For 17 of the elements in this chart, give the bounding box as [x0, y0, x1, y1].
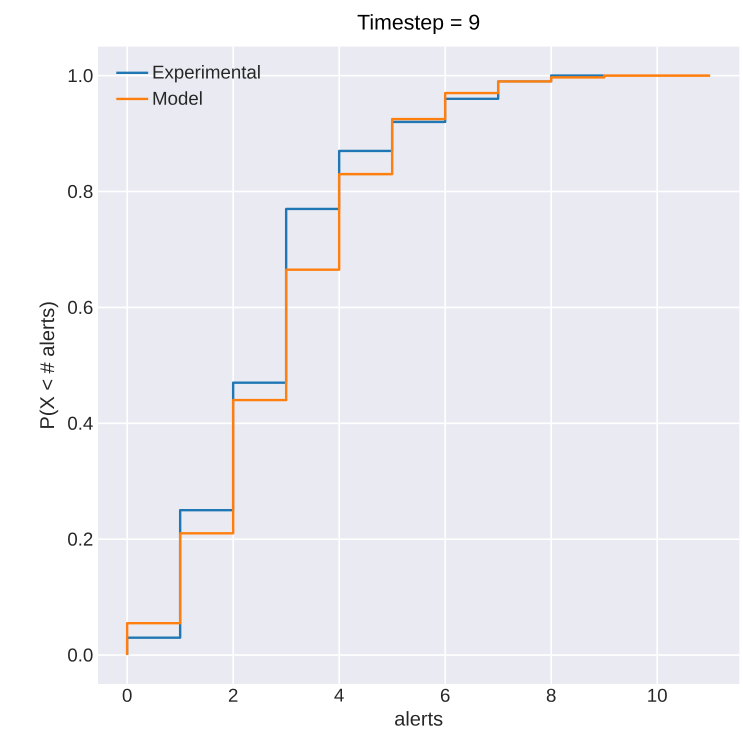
y-tick-label: 0.0	[68, 648, 93, 662]
y-tick-label: 0.2	[68, 532, 92, 546]
x-tick-label: 8	[546, 688, 556, 702]
chart-title: Timestep = 9	[358, 14, 480, 34]
y-axis-title: P(X < # alerts)	[40, 302, 58, 428]
x-tick-label: 2	[228, 688, 238, 702]
y-tick-label: 0.8	[68, 184, 92, 198]
x-tick-label: 4	[334, 688, 344, 702]
legend-label: Experimental	[154, 65, 260, 82]
y-tick-label: 0.4	[68, 416, 93, 430]
x-tick-label: 10	[648, 688, 667, 702]
x-tick-label: 0	[122, 688, 132, 702]
y-tick-label: 1.0	[68, 69, 93, 82]
legend-label: Model	[154, 91, 202, 105]
x-tick-label: 6	[440, 688, 450, 702]
x-axis-title: alerts	[395, 711, 442, 726]
y-tick-label: 0.6	[68, 300, 92, 314]
